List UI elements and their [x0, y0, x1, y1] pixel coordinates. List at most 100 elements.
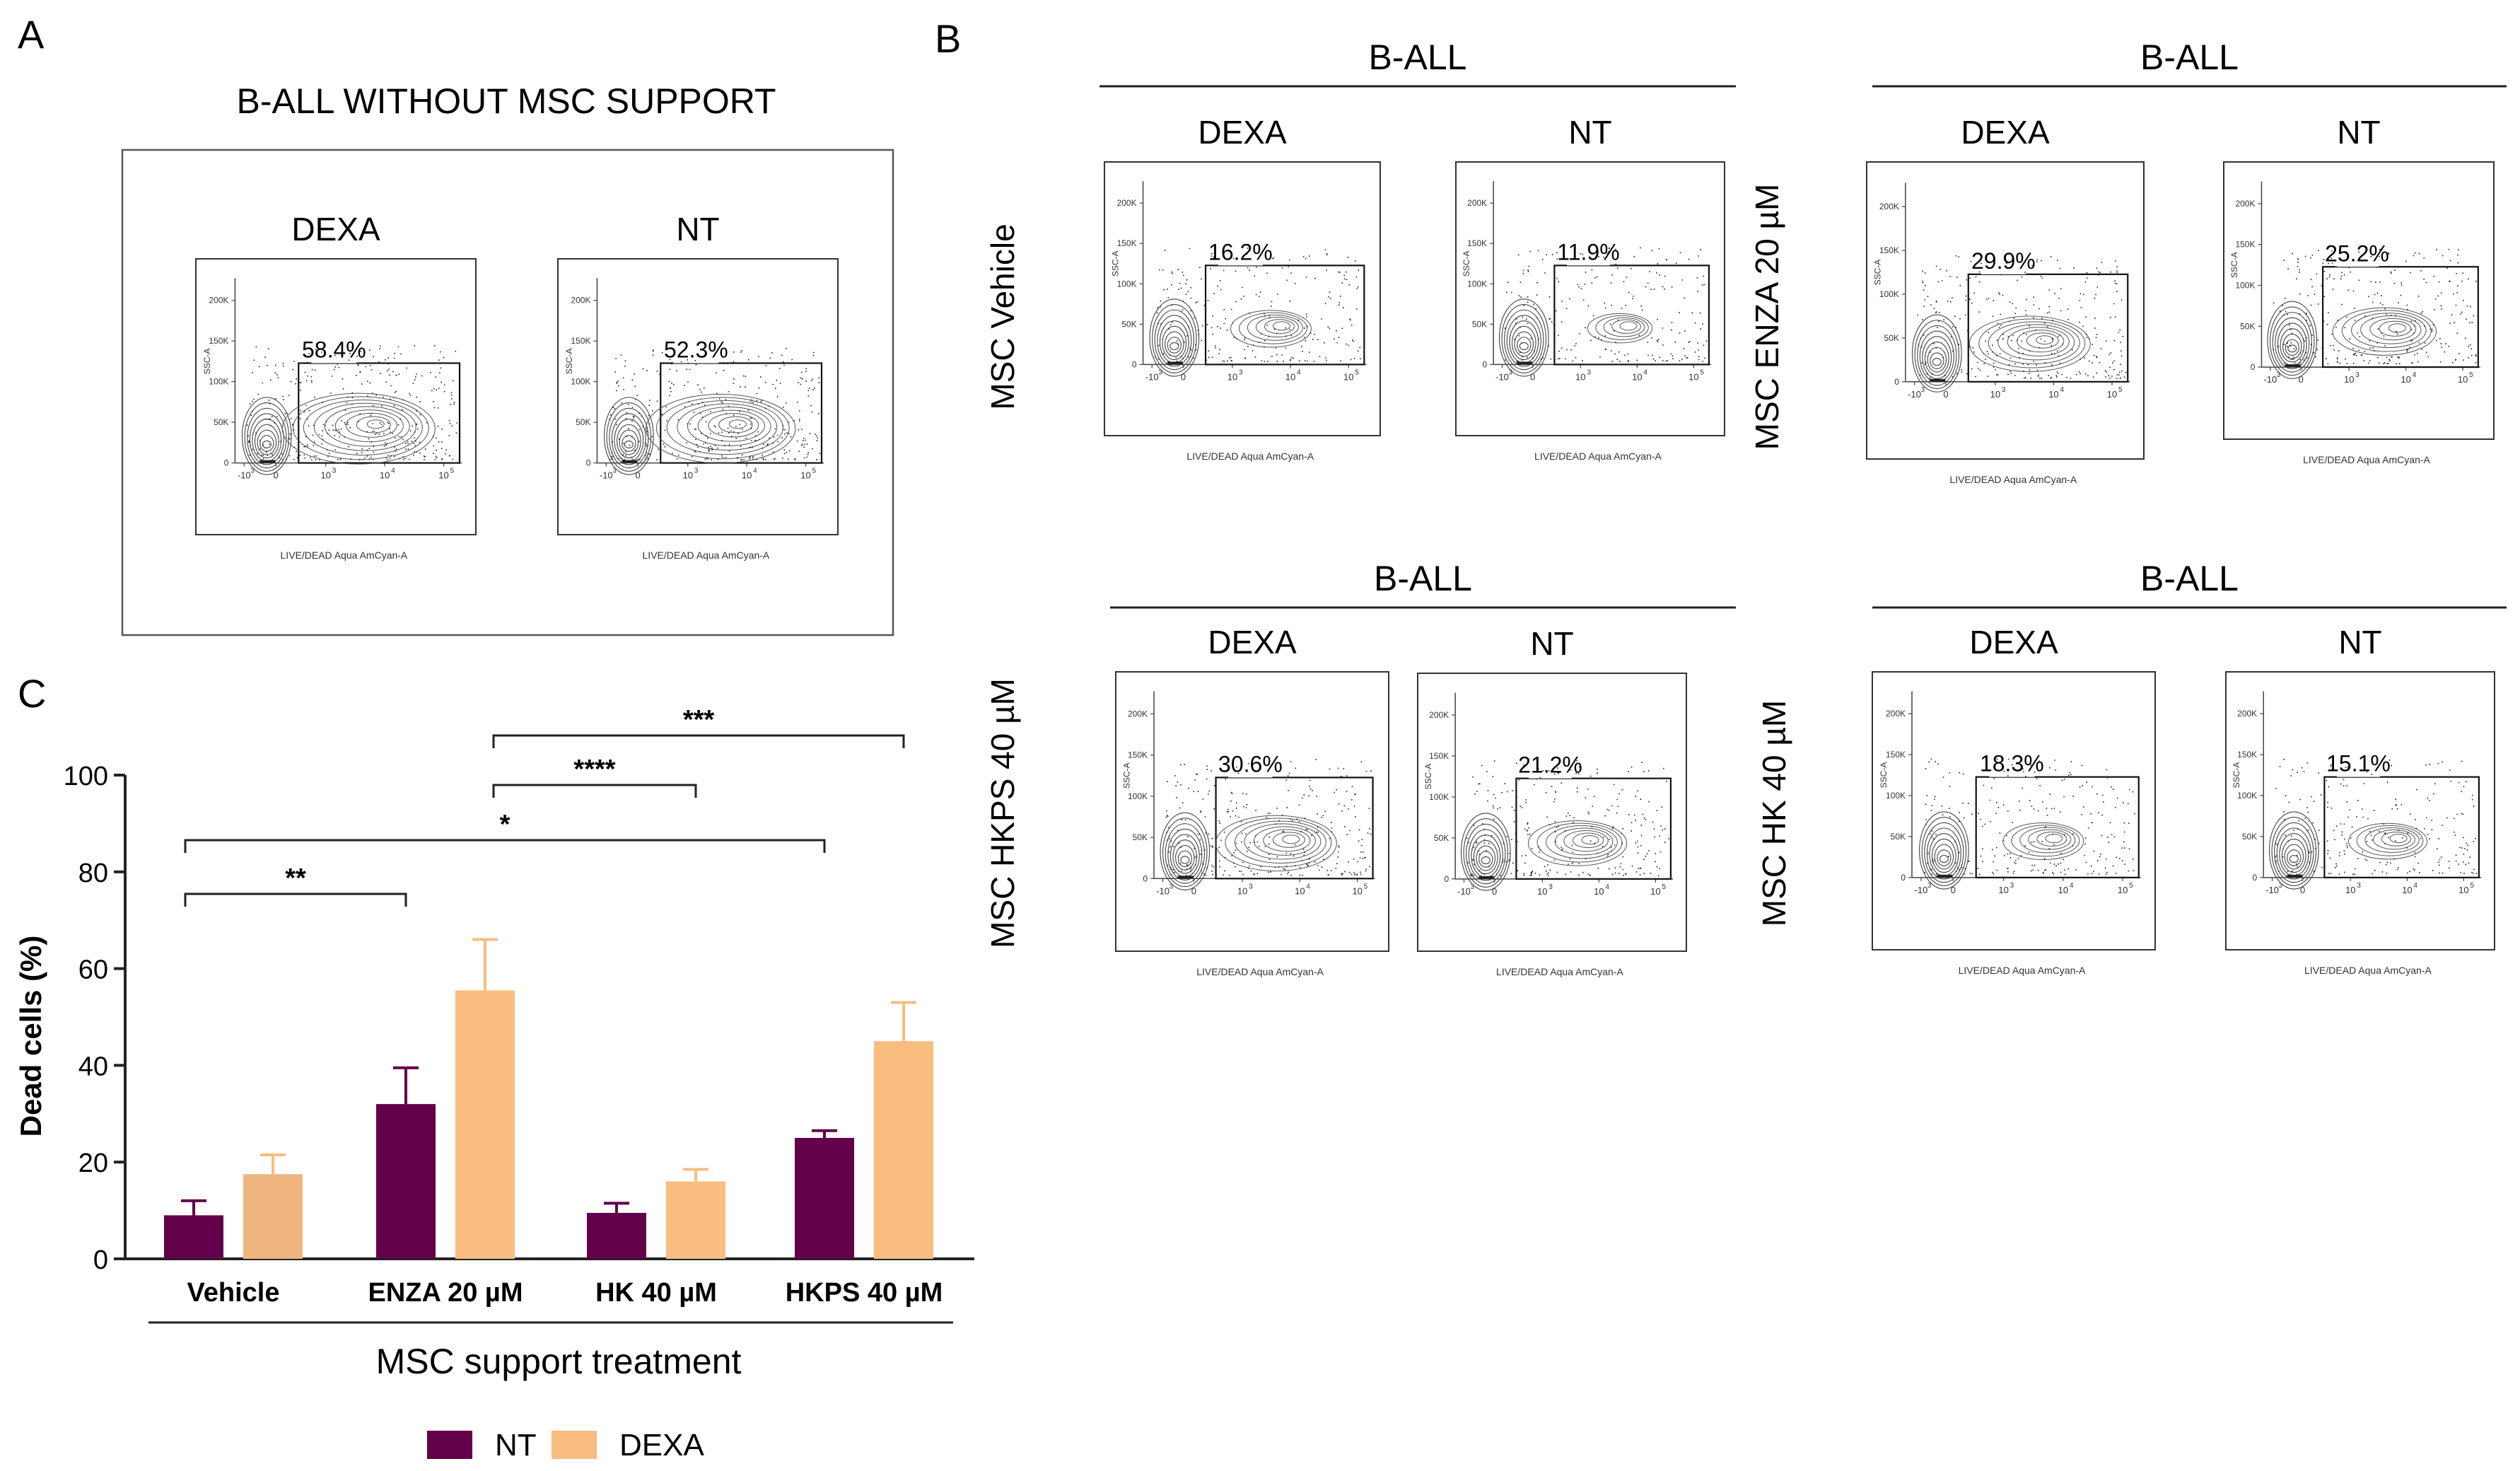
- flow-contour-dead: [292, 396, 429, 460]
- flow-contour-live: [1180, 856, 1190, 864]
- flow-y-tick-label: 0: [1901, 873, 1906, 883]
- flow-y-tick-label: 0: [1483, 359, 1488, 369]
- flow-y-tick-label: 200K: [571, 296, 590, 306]
- flow-x-tick-label: -10: [600, 470, 613, 481]
- flow-y-tick-label: 150K: [1429, 751, 1449, 761]
- flow-contour-live: [257, 429, 277, 455]
- significance-label: **: [285, 864, 306, 893]
- flow-contour-live: [1463, 818, 1509, 888]
- flow-x-tick-label: 0: [1191, 885, 1196, 896]
- flow-x-tick-label: 10: [2344, 374, 2354, 385]
- flow-x-tick-exp: 5: [450, 467, 455, 475]
- flow-y-tick-label: 100K: [1117, 279, 1137, 289]
- flow-baseline-events: [259, 460, 276, 463]
- flow-plot-frame: [1417, 673, 1687, 952]
- flow-y-tick-label: 0: [1894, 377, 1899, 387]
- flow-x-tick-label: 10: [1575, 371, 1585, 382]
- flow-y-label: SSC-A: [2232, 762, 2241, 789]
- flow-y-tick-label: 50K: [1472, 319, 1487, 329]
- flow-x-tick-exp: 3: [2010, 882, 2014, 890]
- flow-baseline-events: [2287, 874, 2303, 878]
- flow-contour-live: [1921, 817, 1967, 886]
- flow-contour-live: [2270, 306, 2315, 376]
- flow-contour-live: [609, 407, 649, 469]
- bar-dexa: [243, 1174, 303, 1259]
- flow-y-tick-label: 100K: [2235, 281, 2255, 291]
- flow-y-tick-label: 0: [586, 458, 591, 468]
- flow-contour-live: [259, 435, 274, 452]
- flow-gate-label-bg: [2336, 755, 2381, 777]
- flow-x-tick-exp: 4: [2070, 882, 2074, 890]
- flow-x-tick-label: 10: [321, 470, 331, 481]
- flow-contour-live: [1927, 347, 1947, 373]
- flow-x-tick-exp: 3: [612, 467, 617, 475]
- chart-legend: NT DEXA: [427, 1428, 704, 1463]
- flow-contour-dead: [1546, 825, 1618, 859]
- bar-nt: [376, 1104, 436, 1259]
- flow-x-tick-label: 10: [2458, 374, 2468, 385]
- flow-x-tick-label: -10: [2265, 885, 2279, 895]
- flow-x-label: LIVE/DEAD Aqua AmCyan-A: [1959, 965, 2086, 976]
- flow-contour-live: [1165, 331, 1184, 357]
- flow-x-tick-label: 10: [2402, 885, 2412, 895]
- flow-contour-dead: [1272, 832, 1305, 848]
- flow-y-tick-label: 0: [1132, 359, 1137, 369]
- flow-contour-dead: [2364, 827, 2420, 853]
- flow-plot-title: DEXA: [1969, 624, 2058, 661]
- flow-contour-live: [2282, 333, 2302, 359]
- flow-contour-live: [1504, 309, 1544, 371]
- flow-gate-label-bg: [1228, 756, 1273, 778]
- flow-x-label: LIVE/DEAD Aqua AmCyan-A: [1496, 966, 1623, 977]
- flow-scatter-events: [1466, 760, 1669, 877]
- flow-contour-live: [1930, 352, 1944, 369]
- flow-x-tick-label: 10: [1998, 885, 2008, 895]
- flow-contour-live: [2267, 301, 2318, 379]
- flow-y-label: SSC-A: [1111, 250, 1121, 277]
- flow-contour-dead: [666, 400, 784, 455]
- flow-contour-live: [1937, 849, 1952, 866]
- flow-contour-dead: [1595, 315, 1649, 340]
- flow-contour-live: [1481, 856, 1491, 865]
- flow-contour-live: [1919, 330, 1954, 383]
- flow-gate-percent: 21.2%: [1518, 752, 1582, 778]
- significance-bracket: [492, 734, 905, 748]
- flow-x-tick-label: -10: [1156, 885, 1169, 896]
- flow-contour-live: [1517, 337, 1532, 354]
- flow-plot-frame: [557, 258, 839, 535]
- flow-gate: [1975, 776, 2140, 878]
- flow-y-label: SSC-A: [1873, 260, 1883, 286]
- flow-contour-dead: [1244, 823, 1322, 860]
- flow-contour-dead: [1978, 318, 2086, 368]
- flow-gate-percent: 30.6%: [1218, 751, 1283, 777]
- flow-contour-live: [619, 429, 639, 455]
- flow-y-tick-label: 50K: [2242, 832, 2257, 842]
- flow-plot-frame: [1115, 671, 1389, 952]
- flow-x-tick-label: 0: [1181, 371, 1186, 382]
- category-label: HKPS 40 µM: [786, 1278, 943, 1308]
- flow-x-tick-exp: 4: [1605, 883, 1609, 891]
- flow-contour-dead: [303, 400, 423, 456]
- panel-a: B-ALL WITHOUT MSC SUPPORT DEXA 200K 150K 10…: [121, 81, 894, 636]
- flow-y-tick-label: 0: [1445, 874, 1449, 884]
- flow-x-tick-label: 10: [1343, 371, 1353, 382]
- flow-contour-dead: [334, 409, 404, 443]
- flow-x-tick-exp: 3: [694, 467, 699, 475]
- flow-y-tick-label: 200K: [1128, 709, 1148, 719]
- flow-y-tick-label: 200K: [209, 296, 228, 306]
- flow-contour-dead: [366, 419, 385, 429]
- flow-contour-dead: [1581, 835, 1599, 845]
- flow-contour-live: [606, 402, 652, 472]
- flow-contour-live: [2271, 817, 2317, 886]
- row-label: MSC HKPS 40 µM: [984, 678, 1021, 948]
- flow-contour-dead: [324, 406, 410, 447]
- panel-a-title: B-ALL WITHOUT MSC SUPPORT: [236, 81, 776, 121]
- flow-contour-dead: [697, 409, 765, 442]
- flow-contour-dead: [1536, 822, 1623, 863]
- row-label: MSC Vehicle: [984, 223, 1021, 409]
- flow-y-tick-label: 0: [1143, 873, 1148, 883]
- flow-y-tick-label: 150K: [2235, 240, 2255, 250]
- flow-x-tick-label: 10: [2345, 885, 2355, 895]
- flow-x-tick-exp: 4: [391, 467, 395, 475]
- flow-contour-live: [1152, 304, 1197, 373]
- flow-plot-title: NT: [2338, 624, 2381, 661]
